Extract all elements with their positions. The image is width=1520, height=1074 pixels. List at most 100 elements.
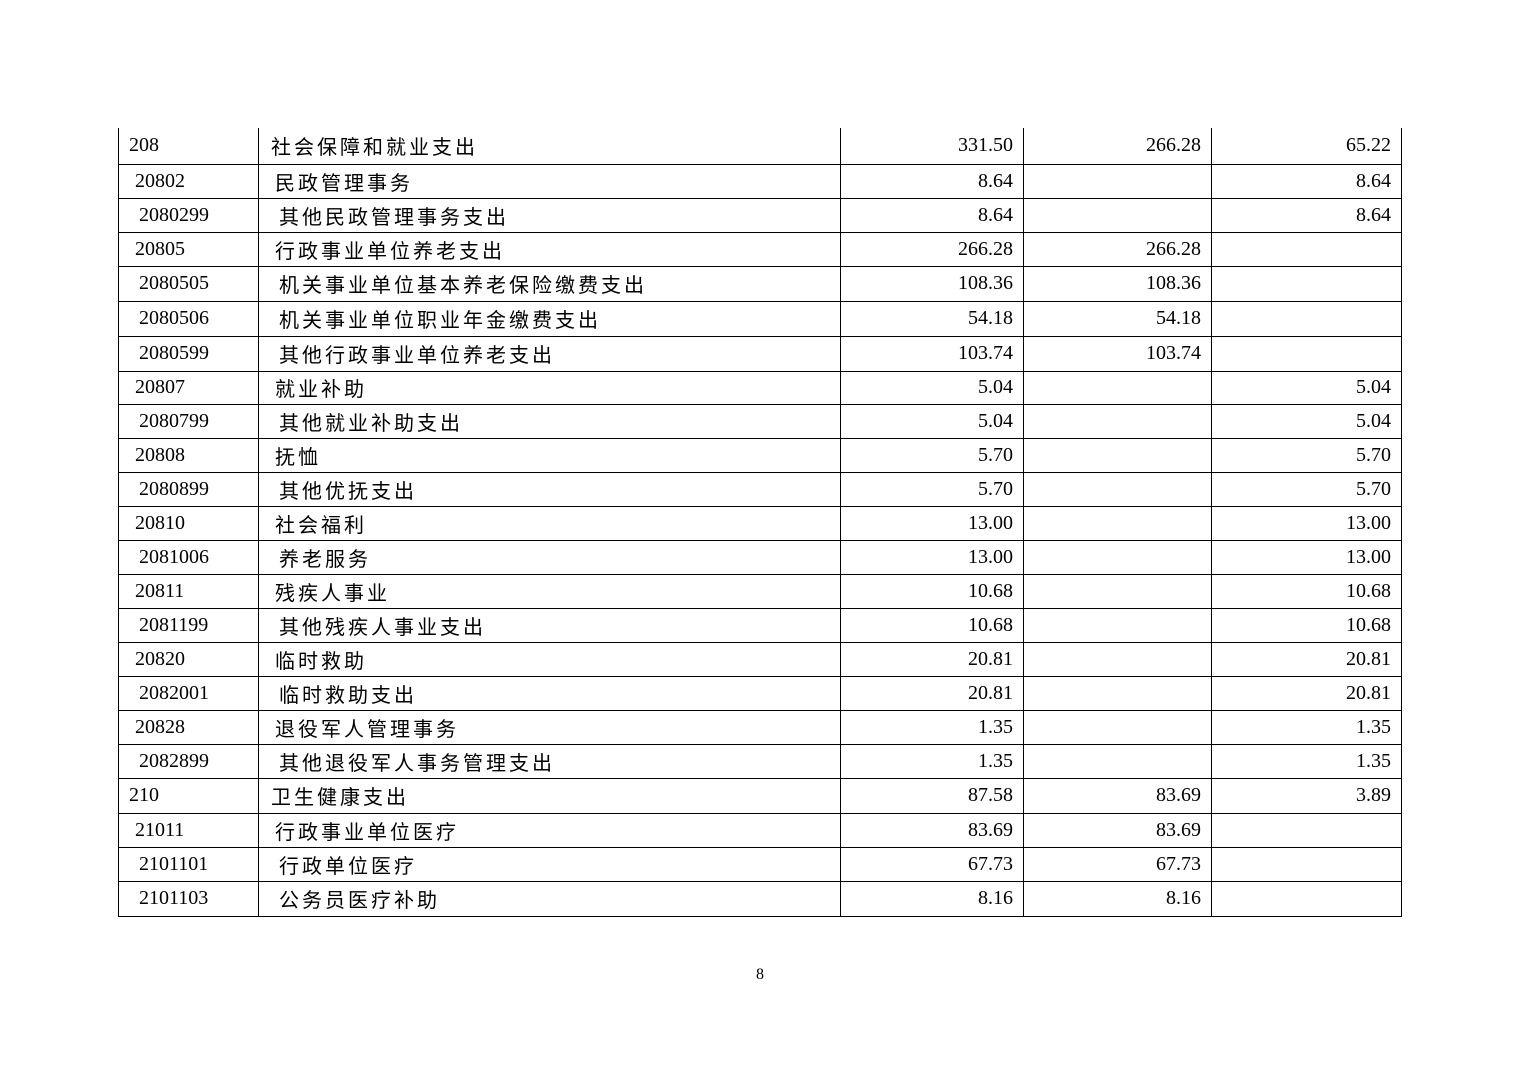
code-cell: 20807 [118,370,259,405]
name-cell: 其他就业补助支出 [258,403,841,439]
name-cell: 其他残疾人事业支出 [258,607,841,643]
total-cell: 87.58 [840,777,1024,814]
basic-expenditure-cell [1023,370,1212,405]
basic-expenditure-cell: 83.69 [1023,777,1212,814]
project-expenditure-cell [1211,300,1402,337]
total-cell: 331.50 [840,128,1024,165]
total-cell: 5.70 [840,471,1024,507]
table-row: 2080599 其他行政事业单位养老支出 103.74 103.74 [118,335,1402,372]
total-cell: 54.18 [840,300,1024,337]
name-cell: 行政单位医疗 [258,846,841,882]
code-cell: 2080299 [118,197,259,233]
total-cell: 1.35 [840,709,1024,745]
name-cell: 机关事业单位基本养老保险缴费支出 [258,265,841,302]
name-cell: 临时救助 [258,641,841,677]
basic-expenditure-cell [1023,163,1212,199]
basic-expenditure-cell [1023,403,1212,439]
table-row: 208 社会保障和就业支出 331.50 266.28 65.22 [118,128,1402,165]
page-number: 8 [756,966,764,983]
name-cell: 其他优抚支出 [258,471,841,507]
code-cell: 20808 [118,437,259,473]
name-cell: 残疾人事业 [258,573,841,609]
code-cell: 20820 [118,641,259,677]
code-cell: 2080505 [118,265,259,302]
total-cell: 1.35 [840,743,1024,779]
table-row: 20807 就业补助 5.04 5.04 [118,370,1402,405]
project-expenditure-cell: 13.00 [1211,505,1402,541]
code-cell: 208 [118,128,259,165]
name-cell: 机关事业单位职业年金缴费支出 [258,300,841,337]
code-cell: 20802 [118,163,259,199]
table-row: 21011 行政事业单位医疗 83.69 83.69 [118,812,1402,848]
basic-expenditure-cell: 108.36 [1023,265,1212,302]
project-expenditure-cell: 65.22 [1211,128,1402,165]
project-expenditure-cell [1211,812,1402,848]
basic-expenditure-cell: 83.69 [1023,812,1212,848]
basic-expenditure-cell [1023,675,1212,711]
total-cell: 5.04 [840,370,1024,405]
basic-expenditure-cell: 67.73 [1023,846,1212,882]
name-cell: 其他行政事业单位养老支出 [258,335,841,372]
project-expenditure-cell: 20.81 [1211,675,1402,711]
basic-expenditure-cell [1023,607,1212,643]
budget-table-body: 208 社会保障和就业支出 331.50 266.28 65.22 20802 民政管理事务… [118,128,1402,917]
name-cell: 临时救助支出 [258,675,841,711]
budget-table: 208 社会保障和就业支出 331.50 266.28 65.22 20802 民政管理事务… [118,128,1402,917]
project-expenditure-cell: 1.35 [1211,709,1402,745]
name-cell: 民政管理事务 [258,163,841,199]
basic-expenditure-cell: 266.28 [1023,128,1212,165]
table-row: 2080505 机关事业单位基本养老保险缴费支出 108.36 108.36 [118,265,1402,302]
table-row: 2080506 机关事业单位职业年金缴费支出 54.18 54.18 [118,300,1402,337]
total-cell: 108.36 [840,265,1024,302]
code-cell: 2080599 [118,335,259,372]
total-cell: 13.00 [840,505,1024,541]
name-cell: 抚恤 [258,437,841,473]
project-expenditure-cell [1211,231,1402,267]
project-expenditure-cell: 3.89 [1211,777,1402,814]
total-cell: 10.68 [840,573,1024,609]
project-expenditure-cell [1211,846,1402,882]
total-cell: 8.16 [840,880,1024,917]
code-cell: 20811 [118,573,259,609]
basic-expenditure-cell: 8.16 [1023,880,1212,917]
table-row: 2082001 临时救助支出 20.81 20.81 [118,675,1402,711]
basic-expenditure-cell [1023,197,1212,233]
name-cell: 卫生健康支出 [258,777,841,814]
code-cell: 20805 [118,231,259,267]
project-expenditure-cell: 10.68 [1211,573,1402,609]
code-cell: 21011 [118,812,259,848]
project-expenditure-cell [1211,880,1402,917]
table-row: 2080299 其他民政管理事务支出 8.64 8.64 [118,197,1402,233]
name-cell: 社会保障和就业支出 [258,128,841,165]
name-cell: 行政事业单位养老支出 [258,231,841,267]
name-cell: 就业补助 [258,370,841,405]
table-row: 2081006 养老服务 13.00 13.00 [118,539,1402,575]
total-cell: 13.00 [840,539,1024,575]
total-cell: 10.68 [840,607,1024,643]
project-expenditure-cell: 1.35 [1211,743,1402,779]
code-cell: 2080899 [118,471,259,507]
table-row: 20802 民政管理事务 8.64 8.64 [118,163,1402,199]
code-cell: 2081199 [118,607,259,643]
basic-expenditure-cell: 266.28 [1023,231,1212,267]
project-expenditure-cell: 5.04 [1211,370,1402,405]
basic-expenditure-cell: 103.74 [1023,335,1212,372]
table-row: 210 卫生健康支出 87.58 83.69 3.89 [118,777,1402,814]
code-cell: 20810 [118,505,259,541]
code-cell: 20828 [118,709,259,745]
project-expenditure-cell: 20.81 [1211,641,1402,677]
basic-expenditure-cell [1023,573,1212,609]
project-expenditure-cell: 13.00 [1211,539,1402,575]
table-row: 2080899 其他优抚支出 5.70 5.70 [118,471,1402,507]
code-cell: 2101101 [118,846,259,882]
total-cell: 20.81 [840,641,1024,677]
code-cell: 2080799 [118,403,259,439]
code-cell: 2101103 [118,880,259,917]
total-cell: 8.64 [840,197,1024,233]
basic-expenditure-cell: 54.18 [1023,300,1212,337]
table-row: 2101101 行政单位医疗 67.73 67.73 [118,846,1402,882]
basic-expenditure-cell [1023,539,1212,575]
total-cell: 266.28 [840,231,1024,267]
name-cell: 行政事业单位医疗 [258,812,841,848]
project-expenditure-cell [1211,265,1402,302]
